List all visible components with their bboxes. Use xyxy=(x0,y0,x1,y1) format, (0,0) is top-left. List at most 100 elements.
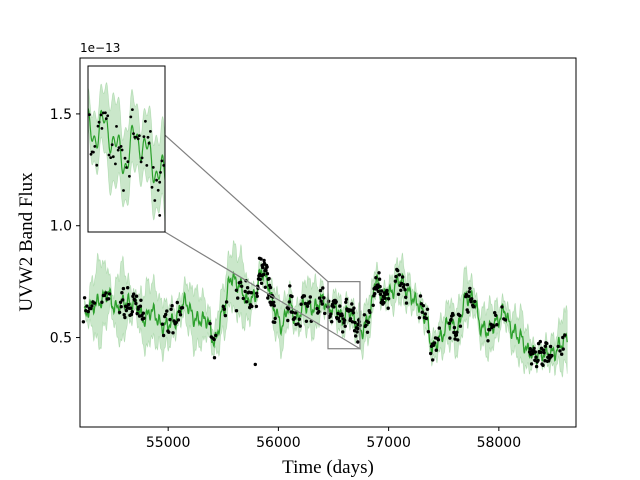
data-point xyxy=(495,323,499,327)
data-point xyxy=(262,258,266,263)
inset-data-point xyxy=(111,155,115,159)
data-point xyxy=(341,330,345,334)
data-point xyxy=(255,291,259,295)
data-point xyxy=(249,291,253,295)
data-point xyxy=(371,303,375,307)
inset-background xyxy=(88,66,165,232)
axes-frame xyxy=(79,57,577,428)
x-axis-label: Time (days) xyxy=(282,457,374,478)
data-point xyxy=(542,351,546,355)
data-point xyxy=(290,310,295,314)
inset-model-line xyxy=(88,108,165,184)
inset-data-point xyxy=(145,164,149,167)
data-point xyxy=(92,301,97,305)
inset-data-point xyxy=(129,115,133,119)
data-point xyxy=(169,307,173,311)
data-point xyxy=(503,318,508,322)
data-point xyxy=(532,346,536,351)
data-point xyxy=(343,324,347,328)
inset-data-point xyxy=(137,134,141,138)
data-point xyxy=(141,311,145,315)
data-point xyxy=(208,321,212,326)
data-point xyxy=(134,301,138,306)
data-point xyxy=(560,352,564,356)
data-point xyxy=(320,302,324,306)
data-point xyxy=(350,320,355,324)
inset-data-point xyxy=(88,113,91,116)
inset-data-point xyxy=(131,108,134,111)
data-point xyxy=(561,347,565,351)
data-point xyxy=(393,279,398,283)
y-axis-ticks: 0.5 1.0 1.5 xyxy=(50,107,80,347)
inset-frame xyxy=(87,65,166,233)
data-point xyxy=(541,363,545,367)
inset-data-point xyxy=(136,137,140,141)
data-point xyxy=(368,310,372,315)
data-point xyxy=(135,311,139,316)
data-point xyxy=(351,311,356,315)
inset-data-point xyxy=(95,163,99,167)
data-point xyxy=(132,292,136,296)
data-point xyxy=(336,316,341,320)
data-point xyxy=(350,302,354,306)
data-point xyxy=(379,289,384,293)
data-point xyxy=(454,333,459,337)
inset-data-point xyxy=(125,166,128,169)
inset-data-point xyxy=(120,148,124,152)
data-point xyxy=(342,318,347,322)
data-point xyxy=(356,326,360,331)
data-point xyxy=(336,311,340,316)
inset-data-point xyxy=(132,132,135,136)
inset-data-point xyxy=(123,156,127,160)
data-point xyxy=(404,295,408,299)
plot-area xyxy=(81,240,568,378)
data-point xyxy=(470,297,474,301)
data-point xyxy=(305,304,310,308)
data-point xyxy=(129,312,134,317)
data-point xyxy=(234,309,239,313)
x-tick-label: 56000 xyxy=(256,435,301,451)
data-point xyxy=(529,362,534,366)
data-point xyxy=(386,297,391,301)
data-point xyxy=(107,292,112,296)
data-point xyxy=(337,319,342,323)
data-point xyxy=(366,320,371,325)
data-point xyxy=(297,317,302,321)
data-point xyxy=(543,344,548,348)
data-point xyxy=(85,304,89,308)
data-point xyxy=(138,304,143,308)
data-point xyxy=(453,337,457,341)
data-point xyxy=(264,269,268,273)
data-point xyxy=(323,311,327,316)
inset-data-point xyxy=(117,146,121,150)
data-point xyxy=(161,333,166,338)
data-point xyxy=(541,348,546,352)
inset-data-point xyxy=(146,135,150,139)
inset-data-point xyxy=(160,159,164,163)
data-point xyxy=(223,313,228,318)
data-point xyxy=(425,307,430,311)
data-point xyxy=(558,349,562,353)
data-point xyxy=(352,306,356,310)
data-point xyxy=(168,317,172,322)
data-point xyxy=(468,286,472,291)
data-point xyxy=(160,322,165,326)
data-point xyxy=(424,316,428,321)
data-point xyxy=(473,299,477,304)
data-point xyxy=(286,318,290,323)
data-point xyxy=(322,296,326,300)
data-point xyxy=(397,273,402,277)
inset-data-point xyxy=(97,120,101,124)
data-point xyxy=(492,324,496,328)
data-point xyxy=(329,312,333,316)
inset-data-point xyxy=(151,166,155,169)
inset-data-point xyxy=(104,117,108,120)
data-point xyxy=(234,288,239,292)
data-point xyxy=(258,277,262,282)
data-point xyxy=(376,289,381,294)
inset-data-point xyxy=(110,143,114,147)
data-point xyxy=(353,320,357,325)
data-point xyxy=(307,300,312,304)
data-point xyxy=(437,326,441,330)
data-point xyxy=(293,311,298,315)
